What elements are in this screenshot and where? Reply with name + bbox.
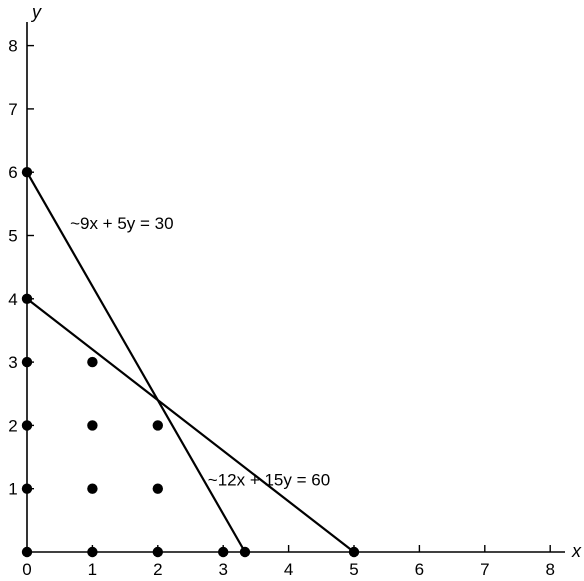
data-point [152, 483, 163, 494]
data-point [152, 546, 163, 558]
y-axis-label: y [30, 2, 42, 22]
y-tick-label: 2 [8, 416, 17, 435]
x-tick-label: 1 [88, 560, 97, 579]
x-tick-label: 6 [415, 560, 424, 579]
data-point [21, 483, 33, 494]
x-tick-label: 7 [480, 560, 489, 579]
ticks: 0 1 2 3 4 5 6 7 8 1 2 3 4 5 6 7 8 [8, 37, 555, 579]
data-point [87, 356, 98, 368]
data-point [239, 546, 251, 558]
x-tick-label: 3 [218, 560, 227, 579]
data-point [218, 546, 229, 558]
constraint-line-1 [26, 171, 246, 553]
data-point [348, 546, 360, 558]
data-point [21, 546, 33, 558]
data-point [21, 420, 33, 431]
y-tick-label: 6 [8, 163, 17, 182]
x-tick-label: 5 [349, 560, 358, 579]
data-point [87, 420, 98, 431]
y-tick-label: 7 [8, 100, 17, 119]
x-tick-label: 8 [545, 560, 554, 579]
data-point [21, 356, 33, 368]
constraint-lines: ~9x + 5y = 30 ~12x + 15y = 60 [26, 171, 355, 553]
x-tick-label: 0 [22, 560, 31, 579]
constraint-line-2 [26, 297, 355, 553]
y-tick-label: 8 [8, 37, 17, 56]
constraint-label-1: ~9x + 5y = 30 [70, 214, 174, 233]
data-point [87, 483, 98, 494]
constraint-label-2: ~12x + 15y = 60 [208, 471, 330, 490]
x-tick-label: 4 [284, 560, 293, 579]
x-axis-label: x [571, 541, 582, 561]
lattice-points [21, 167, 360, 558]
data-point [152, 420, 163, 431]
y-tick-label: 3 [8, 353, 17, 372]
axes: x y [26, 2, 582, 561]
y-tick-label: 5 [8, 227, 17, 246]
data-point [21, 167, 33, 178]
data-point [87, 546, 98, 558]
y-tick-label: 4 [8, 290, 17, 309]
data-point [21, 293, 33, 304]
y-tick-label: 1 [8, 480, 17, 499]
x-tick-label: 2 [153, 560, 162, 579]
